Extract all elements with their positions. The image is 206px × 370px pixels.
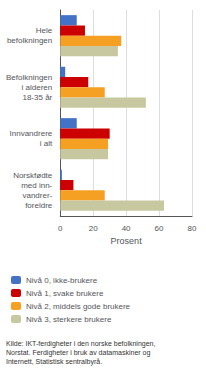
svg-text:i alderen: i alderen xyxy=(22,83,53,92)
svg-text:18-35 år: 18-35 år xyxy=(22,93,52,102)
svg-text:60: 60 xyxy=(155,224,164,233)
svg-text:foreldre: foreldre xyxy=(25,201,53,210)
svg-text:Nivå 0, ikke-brukere: Nivå 0, ikke-brukere xyxy=(26,276,98,285)
svg-text:Norstat. Ferdigheter i bruk av: Norstat. Ferdigheter i bruk av datamaski… xyxy=(6,349,150,357)
svg-text:Internett, Statistisk sentralb: Internett, Statistisk sentralbyrå. xyxy=(6,358,102,366)
svg-text:befolkningen: befolkningen xyxy=(7,36,52,45)
svg-text:Prosent: Prosent xyxy=(111,236,143,246)
svg-text:Befolkningen: Befolkningen xyxy=(6,73,52,82)
svg-text:i alt: i alt xyxy=(40,139,53,148)
svg-text:Nivå 3, sterkere brukere: Nivå 3, sterkere brukere xyxy=(26,315,112,324)
svg-text:Hele: Hele xyxy=(36,26,53,35)
svg-text:Innvandrere: Innvandrere xyxy=(10,129,53,138)
svg-text:vandrer-: vandrer- xyxy=(22,191,52,200)
svg-text:80: 80 xyxy=(188,224,197,233)
svg-text:med inn-: med inn- xyxy=(21,181,52,190)
svg-text:Nivå 1, svake brukere: Nivå 1, svake brukere xyxy=(26,289,104,298)
svg-text:Norskfødte: Norskfødte xyxy=(13,171,53,180)
svg-text:Kilde: IKT-ferdigheter i den n: Kilde: IKT-ferdigheter i den norske befo… xyxy=(6,340,155,348)
svg-text:0: 0 xyxy=(58,224,63,233)
svg-text:40: 40 xyxy=(122,224,131,233)
svg-text:Nivå 2, middels gode brukere: Nivå 2, middels gode brukere xyxy=(26,302,131,311)
svg-text:20: 20 xyxy=(89,224,98,233)
